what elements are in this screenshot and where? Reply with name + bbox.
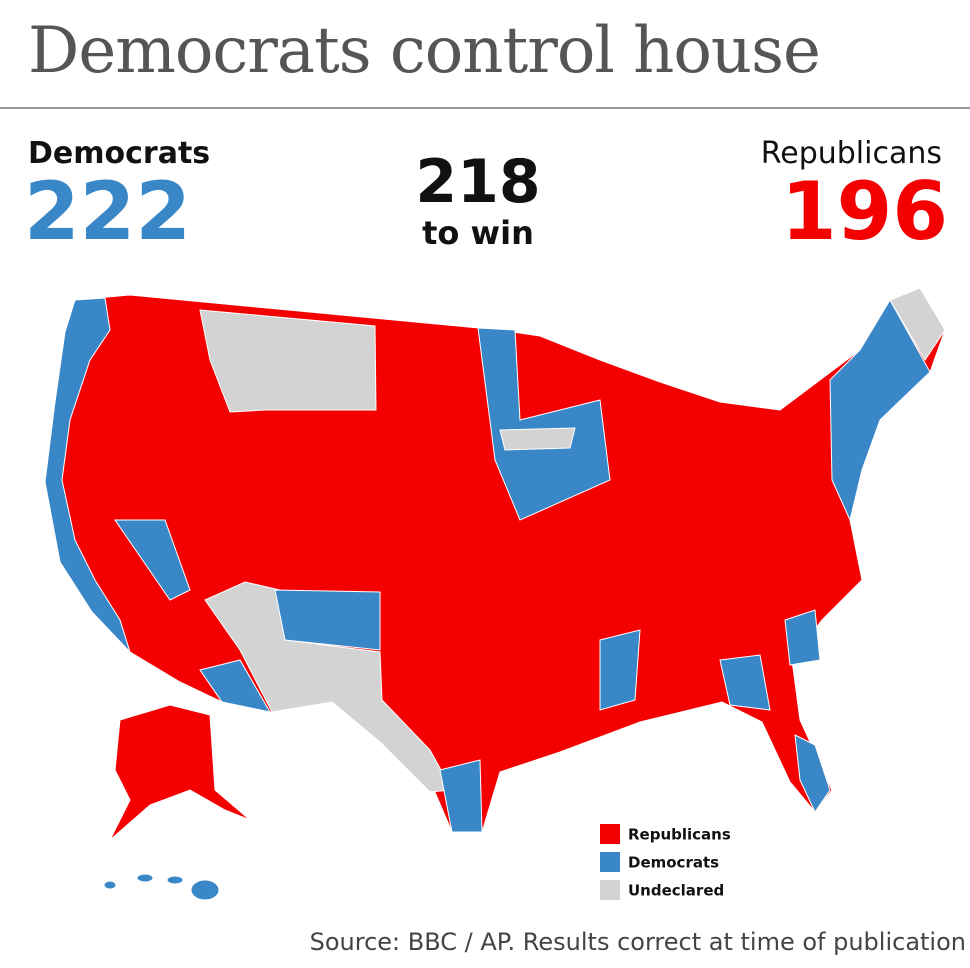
undeclared-area bbox=[889, 287, 946, 361]
district-area bbox=[829, 299, 931, 522]
district-area bbox=[719, 654, 771, 711]
district-area bbox=[599, 629, 641, 711]
district-area bbox=[199, 659, 271, 713]
district-area bbox=[784, 609, 821, 666]
hawaii bbox=[136, 873, 154, 883]
district-area bbox=[114, 519, 191, 601]
legend-swatch bbox=[600, 880, 620, 900]
district-area bbox=[439, 759, 483, 833]
hawaii bbox=[166, 875, 184, 885]
hawaii bbox=[190, 879, 220, 901]
alaska bbox=[109, 704, 251, 841]
legend: Republicans Democrats Undeclared bbox=[600, 824, 731, 900]
undeclared-area bbox=[499, 427, 576, 451]
democrats-seats: 222 bbox=[24, 165, 191, 258]
district-area bbox=[44, 297, 131, 653]
legend-label: Undeclared bbox=[628, 882, 724, 900]
threshold-seats: 218 bbox=[415, 147, 541, 217]
district-area bbox=[794, 734, 831, 814]
legend-swatch bbox=[600, 852, 620, 872]
democrats-label: Democrats bbox=[28, 136, 211, 171]
source: Source: BBC / AP. Results correct at tim… bbox=[309, 928, 966, 956]
republicans-seats: 196 bbox=[781, 165, 948, 258]
undeclared-area bbox=[199, 309, 377, 413]
legend-label: Democrats bbox=[628, 854, 719, 872]
legend-swatch bbox=[600, 824, 620, 844]
district-area bbox=[274, 589, 381, 651]
hawaii bbox=[103, 880, 117, 890]
district-area bbox=[477, 327, 611, 521]
legend-label: Republicans bbox=[628, 826, 731, 844]
republicans-label: Republicans bbox=[760, 136, 942, 171]
threshold-label: to win bbox=[422, 214, 534, 252]
title: Democrats control house bbox=[28, 14, 821, 88]
divider bbox=[0, 107, 970, 109]
